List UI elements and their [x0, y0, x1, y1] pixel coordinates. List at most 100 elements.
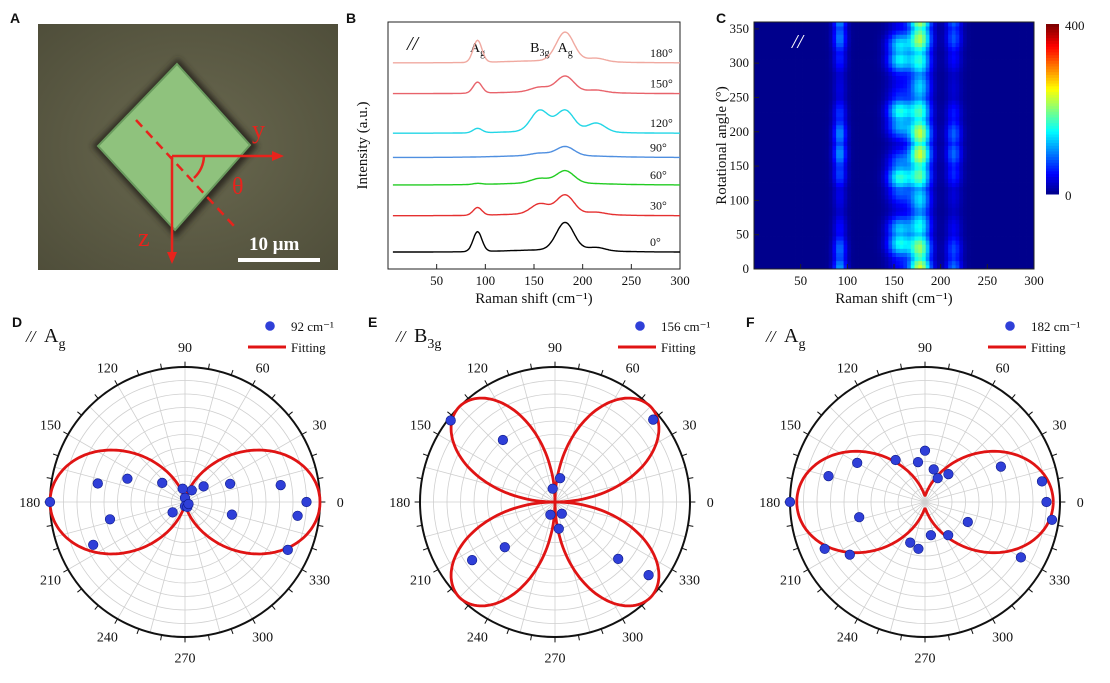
heatmap-cell — [843, 248, 848, 253]
heatmap-cell — [880, 38, 886, 43]
heatmap-cell — [884, 211, 889, 216]
heatmap-cell — [933, 141, 938, 146]
heatmap-cell — [966, 87, 971, 93]
heatmap-cell — [981, 194, 986, 200]
heatmap-cell — [948, 244, 953, 249]
plot-frame — [387, 21, 681, 270]
heatmap-cell — [828, 244, 833, 249]
heatmap-cell — [1007, 129, 1012, 134]
polar-tick — [1028, 588, 1033, 593]
heatmap-cell — [776, 79, 781, 85]
heatmap-cell — [1019, 71, 1024, 76]
heatmap-cell — [791, 108, 796, 113]
heatmap-cell — [922, 256, 927, 262]
polar-tick — [600, 369, 604, 376]
heatmap-cell — [914, 236, 919, 241]
heatmap-cell — [922, 141, 927, 146]
heatmap-cell — [866, 203, 871, 208]
heatmap-cell — [1022, 75, 1027, 81]
heatmap-cell — [765, 231, 770, 237]
heatmap-cell — [806, 203, 811, 208]
colorbar-segment — [1046, 126, 1059, 130]
heatmap-cell — [802, 215, 807, 220]
heatmap-cell — [963, 100, 968, 105]
heatmap-cell — [832, 75, 837, 81]
heatmap-cell — [978, 96, 983, 101]
heatmap-cell — [772, 137, 777, 142]
heatmap-cell — [1030, 236, 1035, 241]
heatmap-cell — [787, 63, 792, 68]
heatmap-cell — [1022, 112, 1027, 118]
heatmap-cell — [795, 59, 800, 64]
heatmap-cell — [940, 100, 945, 105]
heatmap-cell — [765, 252, 770, 258]
heatmap-cell — [922, 203, 927, 208]
heatmap-cell — [895, 256, 900, 262]
heatmap-cell — [910, 203, 915, 208]
heatmap-cell — [1015, 124, 1020, 130]
heatmap-cell — [847, 30, 852, 35]
heatmap-cell — [970, 96, 975, 101]
heatmap-cell — [806, 100, 811, 105]
heatmap-cell — [918, 50, 923, 56]
heatmap-cell — [1026, 108, 1031, 113]
heatmap-cell — [854, 252, 859, 258]
heatmap-cell — [955, 264, 960, 270]
heatmap-cell — [877, 116, 882, 122]
y-axis-label: y — [252, 115, 265, 144]
heatmap-cell — [1026, 112, 1031, 118]
heatmap-cell — [959, 54, 964, 60]
heatmap-cell — [880, 190, 886, 196]
heatmap-cell — [798, 240, 803, 245]
heatmap-cell — [936, 22, 942, 27]
heatmap-cell — [1030, 59, 1035, 64]
heatmap-cell — [1015, 215, 1020, 220]
polar-tick — [433, 569, 439, 573]
heatmap-cell — [761, 104, 766, 109]
heatmap-cell — [1015, 22, 1020, 27]
heatmap-cell — [1007, 67, 1012, 72]
heatmap-cell — [892, 194, 897, 200]
heatmap-cell — [824, 137, 830, 142]
heatmap-cell — [787, 203, 792, 208]
heatmap-cell — [768, 42, 774, 48]
heatmap-cell — [910, 129, 915, 134]
polar-tick — [803, 569, 809, 573]
heatmap-cell — [780, 141, 785, 146]
heatmap-cell — [970, 59, 975, 64]
heatmap-cell — [754, 207, 759, 212]
heatmap-cell — [757, 215, 762, 220]
heatmap-cell — [1019, 161, 1024, 167]
heatmap-cell — [858, 186, 863, 192]
heatmap-cell — [877, 50, 882, 56]
heatmap-cell — [832, 260, 837, 266]
heatmap-cell — [832, 133, 837, 138]
polar-grid-spoke — [554, 434, 673, 503]
heatmap-cell — [948, 240, 953, 245]
heatmap-cell — [996, 215, 1001, 220]
polar-tick — [311, 453, 318, 457]
heatmap-cell — [828, 34, 833, 39]
polar-plot-ag-182-panel: 0 30 60 90 120 150 180 210 240 270 300 330//Ag 182 c… — [740, 312, 1110, 678]
heatmap-cell — [1015, 145, 1020, 151]
heatmap-cell — [888, 22, 893, 27]
heatmap-cell — [839, 157, 844, 163]
heatmap-cell — [772, 207, 777, 212]
heatmap-cell — [925, 199, 930, 204]
heatmap-cell — [974, 116, 979, 122]
heatmap-cell — [910, 75, 915, 81]
heatmap-cell — [989, 215, 994, 220]
heatmap-cell — [1019, 264, 1024, 270]
heatmap-cell — [783, 79, 788, 85]
heatmap-cell — [970, 87, 975, 93]
heatmap-cell — [914, 215, 919, 220]
heatmap-cell — [929, 34, 934, 39]
colorbar-segment — [1046, 92, 1059, 96]
heatmap-cell — [776, 87, 781, 93]
heatmap-cell — [754, 91, 759, 97]
heatmap-cell — [918, 231, 923, 237]
heatmap-cell — [798, 120, 803, 126]
heatmap-cell — [791, 100, 796, 105]
heatmap-cell — [839, 236, 844, 241]
heatmap-cell — [798, 194, 803, 200]
